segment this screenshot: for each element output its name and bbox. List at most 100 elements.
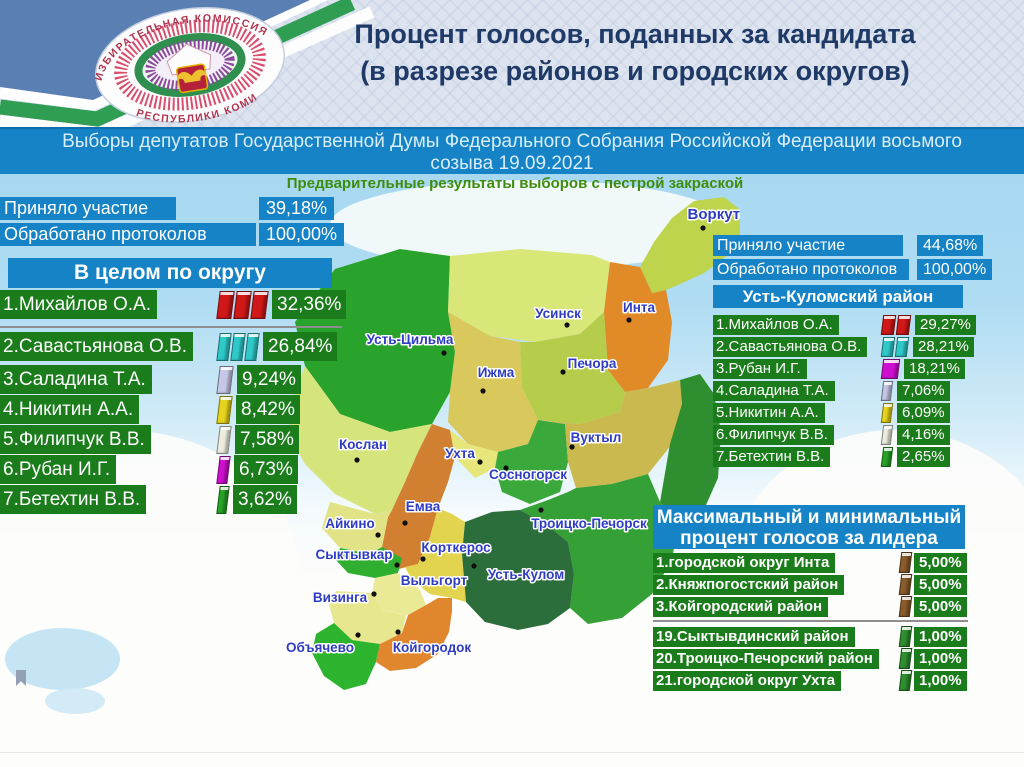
district-pechora: [520, 312, 625, 424]
map-label-ustKulom: Усть-Кулом: [488, 567, 565, 582]
district-vuktyl: [538, 380, 682, 488]
district-yemva: [382, 424, 455, 570]
bookmark-icon: [16, 670, 26, 686]
candidate-value: 6,09%: [897, 403, 950, 423]
bar-segment: [216, 426, 232, 454]
page-title-line2: (в разрезе районов и городских округов): [360, 56, 910, 86]
candidate-row: 3.Рубан И.Г. 18,21%: [713, 359, 1018, 380]
preliminary-results-note: Предварительные результаты выборов с пес…: [286, 175, 744, 192]
town-dot-pechora: [560, 369, 566, 375]
town-dot-vuktyl: [569, 444, 575, 450]
map-label-pechora: Печора: [568, 356, 617, 371]
bar-segment: [216, 333, 232, 361]
district-aikino: [322, 502, 392, 554]
candidate-name: 5.Никитин А.А.: [713, 403, 825, 423]
district-east-strip: [660, 374, 721, 524]
region-name: 20.Троицко-Печорский район: [653, 649, 879, 669]
candidate-name: 6.Филипчук В.В.: [713, 425, 834, 445]
banner-line2: созыва 19.09.2021: [430, 153, 594, 174]
bar-3d: [898, 670, 913, 691]
bar-segment: [880, 447, 894, 467]
district-turnout-value: 44,68%: [917, 235, 984, 256]
bar-segment: [880, 359, 901, 379]
minmax-separator: [653, 620, 968, 622]
bar-segment: [233, 291, 252, 319]
map-label-sosnogorsk: Сосногорск: [489, 467, 567, 482]
bar-3d: [216, 333, 260, 361]
candidate-name: 1.Михайлов О.А.: [0, 290, 158, 319]
bar-segment: [230, 333, 246, 361]
map-label-ustTsilma: Усть-Цильма: [367, 332, 454, 347]
bar-segment: [898, 648, 913, 669]
candidate-name: 4.Саладина Т.А.: [713, 381, 835, 401]
bar-segment: [880, 381, 894, 401]
map-label-vorkuta: Воркута: [688, 206, 740, 223]
overall-stats: Приняло участие 39,18% Обработано проток…: [0, 197, 370, 252]
candidate-value: 4,16%: [897, 425, 950, 445]
bar-segment: [216, 366, 234, 394]
overall-turnout-label: Приняло участие: [0, 197, 176, 220]
bar-segment: [216, 486, 230, 514]
bar-3d: [216, 366, 234, 394]
region-value: 1,00%: [914, 649, 967, 669]
banner-line1: Выборы депутатов Государственной Думы Фе…: [62, 131, 962, 152]
bar-3d: [216, 456, 231, 484]
map-label-aikino: Айкино: [325, 516, 375, 531]
town-dot-ustTsilma: [441, 350, 447, 356]
district-koslan: [288, 366, 432, 514]
minmax-row: 1.городской округ Инта 5,00%: [653, 552, 983, 573]
region-value: 5,00%: [914, 575, 967, 595]
map-label-usinsk: Усинск: [535, 306, 581, 321]
bar-segment: [898, 626, 913, 647]
district-usinsk: [448, 249, 610, 342]
candidate-name: 3.Рубан И.Г.: [713, 359, 807, 379]
district-protocols-label: Обработано протоколов: [713, 259, 909, 280]
overall-protocols-label: Обработано протоколов: [0, 223, 256, 246]
map-label-inta: Инта: [623, 300, 655, 315]
candidate-row: 1.Михайлов О.А. 29,27%: [713, 315, 1018, 336]
candidate-name: 5.Филипчук В.В.: [0, 425, 151, 454]
slide-bottom-line: [0, 752, 1024, 753]
candidate-value: 32,36%: [272, 290, 347, 319]
map-label-izhma: Ижма: [478, 365, 515, 380]
bar-segment: [898, 596, 913, 617]
bar-3d: [898, 626, 913, 647]
bar-3d: [880, 359, 901, 379]
bird-glyph: [177, 69, 207, 84]
candidate-value: 7,58%: [235, 425, 299, 454]
town-dot-izhma: [480, 388, 486, 394]
overall-protocols-value: 100,00%: [259, 223, 345, 246]
bar-3d: [898, 574, 913, 595]
region-name: 19.Сыктывдинский район: [653, 627, 855, 647]
candidate-value: 8,42%: [236, 395, 300, 424]
district-obyachevo: [312, 623, 380, 690]
town-dot-koygorodok: [395, 629, 401, 635]
page-title: Процент голосов, поданных за кандидата (…: [260, 16, 1010, 90]
bar-3d: [898, 648, 913, 669]
candidate-name: 2.Савастьянова О.В.: [0, 332, 193, 361]
komi-districts-map: Воркута Усть-Цильма Усинск Инта Печора Ижма Ко…: [284, 197, 740, 690]
bar-3d: [880, 403, 894, 423]
candidate-name: 4.Никитин А.А.: [0, 395, 140, 424]
district-kortkeros: [405, 508, 466, 602]
bar-segment: [898, 574, 913, 595]
candidate-name: 2.Савастьянова О.В.: [713, 337, 868, 357]
bar-segment: [880, 315, 897, 335]
district-syktyvkar: [336, 547, 402, 578]
town-dot-vizinga: [371, 591, 377, 597]
bar-3d: [880, 337, 910, 357]
town-dot-obyachevo: [355, 632, 361, 638]
region-name: 1.городской округ Инта: [653, 553, 836, 573]
bar-3d: [216, 396, 233, 424]
district-panel: Приняло участие 44,68% Обработано проток…: [713, 235, 1018, 480]
bar-3d: [216, 291, 269, 319]
bar-segment: [216, 291, 235, 319]
map-label-vylgort: Выльгорт: [401, 573, 468, 588]
region-name: 21.городской округ Ухта: [653, 671, 842, 691]
region-value: 1,00%: [914, 627, 967, 647]
minmax-row: 20.Троицко-Печорский район 1,00%: [653, 648, 983, 669]
town-dot-vylgort: [408, 580, 414, 586]
page-title-line1: Процент голосов, поданных за кандидата: [354, 19, 916, 49]
town-dot-yemva: [402, 520, 408, 526]
candidate-value: 28,21%: [913, 337, 974, 357]
